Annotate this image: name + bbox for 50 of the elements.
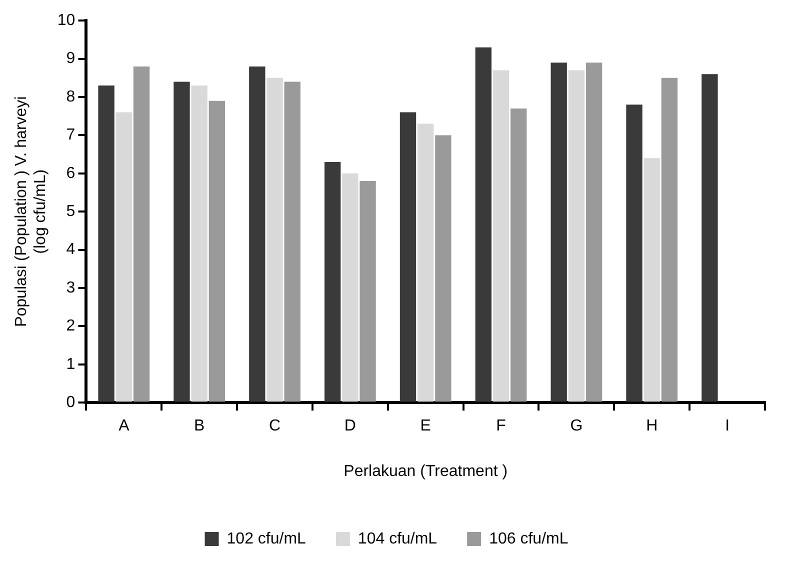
y-axis-title: Populasi (Population ) V. harveyi (log cfu/mL) <box>13 96 50 327</box>
bar <box>284 82 300 402</box>
x-tick-label: F <box>496 418 506 435</box>
bar <box>191 86 208 402</box>
y-tick-label: 10 <box>57 12 76 30</box>
bar <box>133 66 150 402</box>
y-tick-label: 4 <box>66 241 76 258</box>
x-tick-label: H <box>646 418 658 435</box>
bar <box>342 173 358 402</box>
y-tick-label: 7 <box>66 126 76 144</box>
bar <box>400 112 416 402</box>
bar <box>324 162 341 402</box>
y-tick-label: 9 <box>66 50 76 68</box>
x-tick-label: I <box>725 418 730 435</box>
y-tick-label: 6 <box>66 164 76 182</box>
legend-label: 106 cfu/mL <box>489 530 568 548</box>
bar <box>116 112 132 402</box>
bar <box>98 86 114 402</box>
x-tick-label: B <box>194 418 205 435</box>
y-tick-label: 1 <box>66 356 76 373</box>
bar <box>435 135 452 402</box>
bar <box>492 70 510 402</box>
bar <box>418 124 434 402</box>
y-tick-label: 5 <box>66 203 76 220</box>
bar <box>626 104 642 402</box>
bar <box>249 66 266 402</box>
y-tick-label: 2 <box>66 318 76 335</box>
x-tick-label: E <box>420 418 431 435</box>
bar <box>550 62 567 402</box>
bar <box>510 108 527 402</box>
legend-label: 102 cfu/mL <box>226 530 306 548</box>
y-tick-label: 8 <box>66 88 76 106</box>
bar <box>586 62 602 402</box>
bar <box>661 78 678 402</box>
legend-label: 104 cfu/mL <box>358 530 438 548</box>
x-axis-title: Perlakuan (Treatment ) <box>344 462 508 480</box>
y-tick-label: 0 <box>66 394 76 412</box>
x-tick-label: C <box>268 418 281 435</box>
bar <box>644 158 660 402</box>
x-tick-label: A <box>118 418 130 435</box>
bar <box>208 100 226 402</box>
bar <box>174 82 190 402</box>
bar <box>266 78 283 402</box>
x-tick-label: D <box>344 418 356 435</box>
bar <box>475 47 492 402</box>
x-tick-label: G <box>570 418 583 435</box>
bar <box>568 70 585 402</box>
bar <box>702 74 718 402</box>
bar <box>360 181 376 402</box>
y-tick-label: 3 <box>66 279 76 296</box>
